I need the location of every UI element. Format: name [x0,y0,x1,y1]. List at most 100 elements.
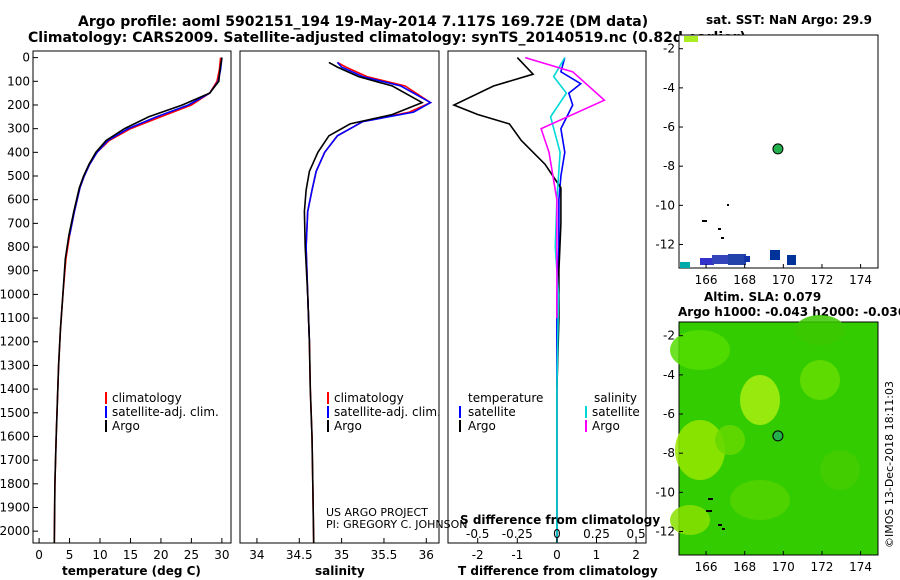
depth-tick-label: 400 [7,145,30,159]
legend-label-s-satellite: satellite [592,405,640,419]
latitude-tick-label: -4 [663,81,675,95]
island-shape [718,524,722,526]
depth-tick-label: 0 [22,51,30,65]
latitude-tick-label: -6 [663,120,675,134]
s-difference-tick-label: 0.5 [627,527,646,541]
series-line-climatology [53,57,222,544]
s-difference-tick-label: 0 [553,527,561,541]
legend-label-argo: Argo [334,419,362,433]
legend-label-climatology: climatology [334,391,404,405]
temperature-tick-label: 25 [184,548,199,562]
legend-label-t-argo: Argo [468,419,496,433]
salinity-tick-label: 35.5 [371,548,398,562]
temperature-tick-label: 15 [123,548,138,562]
sst-map-panel: sat. SST: NaN Argo: 29.9 -2-4-6-8-10-12 … [655,13,879,287]
island-shape [722,528,725,530]
depth-tick-label: 1500 [0,406,30,420]
depth-tick-label: 1300 [0,358,30,372]
t-difference-axis-label: T difference from climatology [458,564,658,578]
temperature-tick-label: 0 [35,548,43,562]
latitude-tick-label: -2 [663,329,675,343]
longitude-tick-label: 170 [772,560,795,574]
depth-tick-label: 1600 [0,429,30,443]
watermark-pi: PI: GREGORY C. JOHNSON [326,518,467,531]
latitude-tick-label: -6 [663,407,675,421]
depth-tick-label: 1400 [0,382,30,396]
depth-tick-label: 1000 [0,287,30,301]
series-line-argo [53,57,223,544]
s-difference-tick-label: -0.5 [466,527,489,541]
depth-tick-label: 1800 [0,477,30,491]
latitude-tick-label: -8 [663,159,675,173]
longitude-tick-label: 174 [849,273,872,287]
t-difference-tick-label: 2 [632,548,640,562]
salinity-tick-label: 35 [334,548,349,562]
sst-data-cell [744,256,750,262]
island-shape [727,204,729,206]
temperature-lines [53,57,223,544]
depth-axis-ticks: 0 100 200 300 400 500 600 700 800 900 1000 1100 1200… [0,51,38,538]
legend-label-satellite: satellite-adj. clim. [112,405,219,419]
salinity-tick-label: 34 [249,548,264,562]
island-shape [702,220,707,222]
latitude-tick-label: -12 [655,525,675,539]
series-line-t-argo [451,57,562,543]
difference-lines [451,56,606,543]
sla-map-content [670,315,860,535]
longitude-tick-label: 166 [695,560,718,574]
t-difference-tick-label: 0 [553,548,561,562]
legend-title-temperature: temperature [468,391,543,405]
temperature-axis-ticks: 0 5 10 15 20 25 30 [35,538,230,562]
salinity-legend: climatology satellite-adj. clim. Argo [327,391,441,433]
sst-latitude-ticks: -2 -4 -6 -8 -10 -12 [655,42,683,252]
sla-data-cell [820,450,860,490]
series-line-s-argo [524,56,606,319]
temperature-plot-frame [32,50,232,544]
sla-map-panel: Altim. SLA: 0.079 Argo h1000: -0.043 h20… [655,290,900,574]
longitude-tick-label: 168 [733,273,756,287]
salinity-axis-ticks: 34 34.5 35 35.5 36 [249,538,434,562]
depth-tick-label: 200 [7,98,30,112]
temperature-tick-label: 10 [92,548,107,562]
depth-tick-label: 300 [7,122,30,136]
latitude-tick-label: -10 [655,485,675,499]
series-line-satellite-adj-clim- [68,57,223,236]
s-difference-tick-label: -0.25 [502,527,533,541]
latitude-tick-label: -10 [655,198,675,212]
sla-data-cell [795,315,845,345]
latitude-tick-label: -2 [663,42,675,56]
temperature-tick-label: 5 [66,548,74,562]
sst-data-cell [770,250,780,260]
sst-data-cell [680,262,690,268]
sla-map-subtitle: Argo h1000: -0.043 h2000: -0.036 [678,305,900,319]
footer-timestamp: ©IMOS 13-Dec-2018 18:11:03 [883,381,896,548]
temperature-legend: climatology satellite-adj. clim. Argo [105,391,219,433]
depth-tick-label: 900 [7,264,30,278]
longitude-tick-label: 166 [695,273,718,287]
series-line-argo [303,61,424,544]
legend-label-climatology: climatology [112,391,182,405]
sla-longitude-ticks: 166 168 170 172 174 [695,551,872,574]
s-difference-axis-label: S difference from climatology [460,513,660,527]
sla-data-cell [675,420,725,480]
sst-data-cell [728,254,746,265]
longitude-tick-label: 170 [772,273,795,287]
island-shape [721,237,724,239]
latitude-tick-label: -4 [663,368,675,382]
legend-label-argo: Argo [112,419,140,433]
t-difference-tick-label: -1 [511,548,523,562]
longitude-tick-label: 172 [811,560,834,574]
longitude-tick-label: 172 [811,273,834,287]
latitude-tick-label: -12 [655,238,675,252]
sst-longitude-ticks: 166 168 170 172 174 [695,264,872,287]
longitude-tick-label: 168 [733,560,756,574]
depth-tick-label: 800 [7,240,30,254]
legend-label-t-satellite: satellite [468,405,516,419]
series-line-climatology [305,61,433,544]
latitude-tick-label: -8 [663,446,675,460]
salinity-tick-label: 36 [419,548,434,562]
s-difference-axis-ticks: -0.5 -0.25 0 0.25 0.5 [466,527,646,541]
depth-tick-label: 1900 [0,500,30,514]
island-shape [708,498,713,500]
